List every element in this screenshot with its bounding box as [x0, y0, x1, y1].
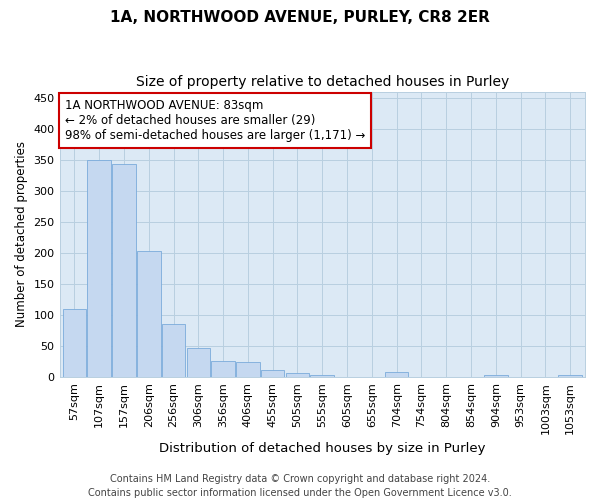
- Bar: [112, 164, 136, 377]
- Bar: [286, 372, 309, 377]
- Y-axis label: Number of detached properties: Number of detached properties: [15, 142, 28, 328]
- Bar: [261, 370, 284, 377]
- Bar: [137, 251, 161, 377]
- Bar: [484, 375, 508, 377]
- Bar: [310, 374, 334, 377]
- Bar: [211, 361, 235, 377]
- Bar: [236, 362, 260, 377]
- Bar: [88, 160, 111, 377]
- Text: Contains HM Land Registry data © Crown copyright and database right 2024.
Contai: Contains HM Land Registry data © Crown c…: [88, 474, 512, 498]
- Bar: [162, 324, 185, 377]
- Bar: [62, 309, 86, 377]
- Text: 1A, NORTHWOOD AVENUE, PURLEY, CR8 2ER: 1A, NORTHWOOD AVENUE, PURLEY, CR8 2ER: [110, 10, 490, 25]
- Bar: [187, 348, 210, 377]
- X-axis label: Distribution of detached houses by size in Purley: Distribution of detached houses by size …: [159, 442, 485, 455]
- Title: Size of property relative to detached houses in Purley: Size of property relative to detached ho…: [136, 75, 509, 89]
- Bar: [385, 372, 409, 377]
- Bar: [559, 375, 582, 377]
- Text: 1A NORTHWOOD AVENUE: 83sqm
← 2% of detached houses are smaller (29)
98% of semi-: 1A NORTHWOOD AVENUE: 83sqm ← 2% of detac…: [65, 98, 365, 142]
